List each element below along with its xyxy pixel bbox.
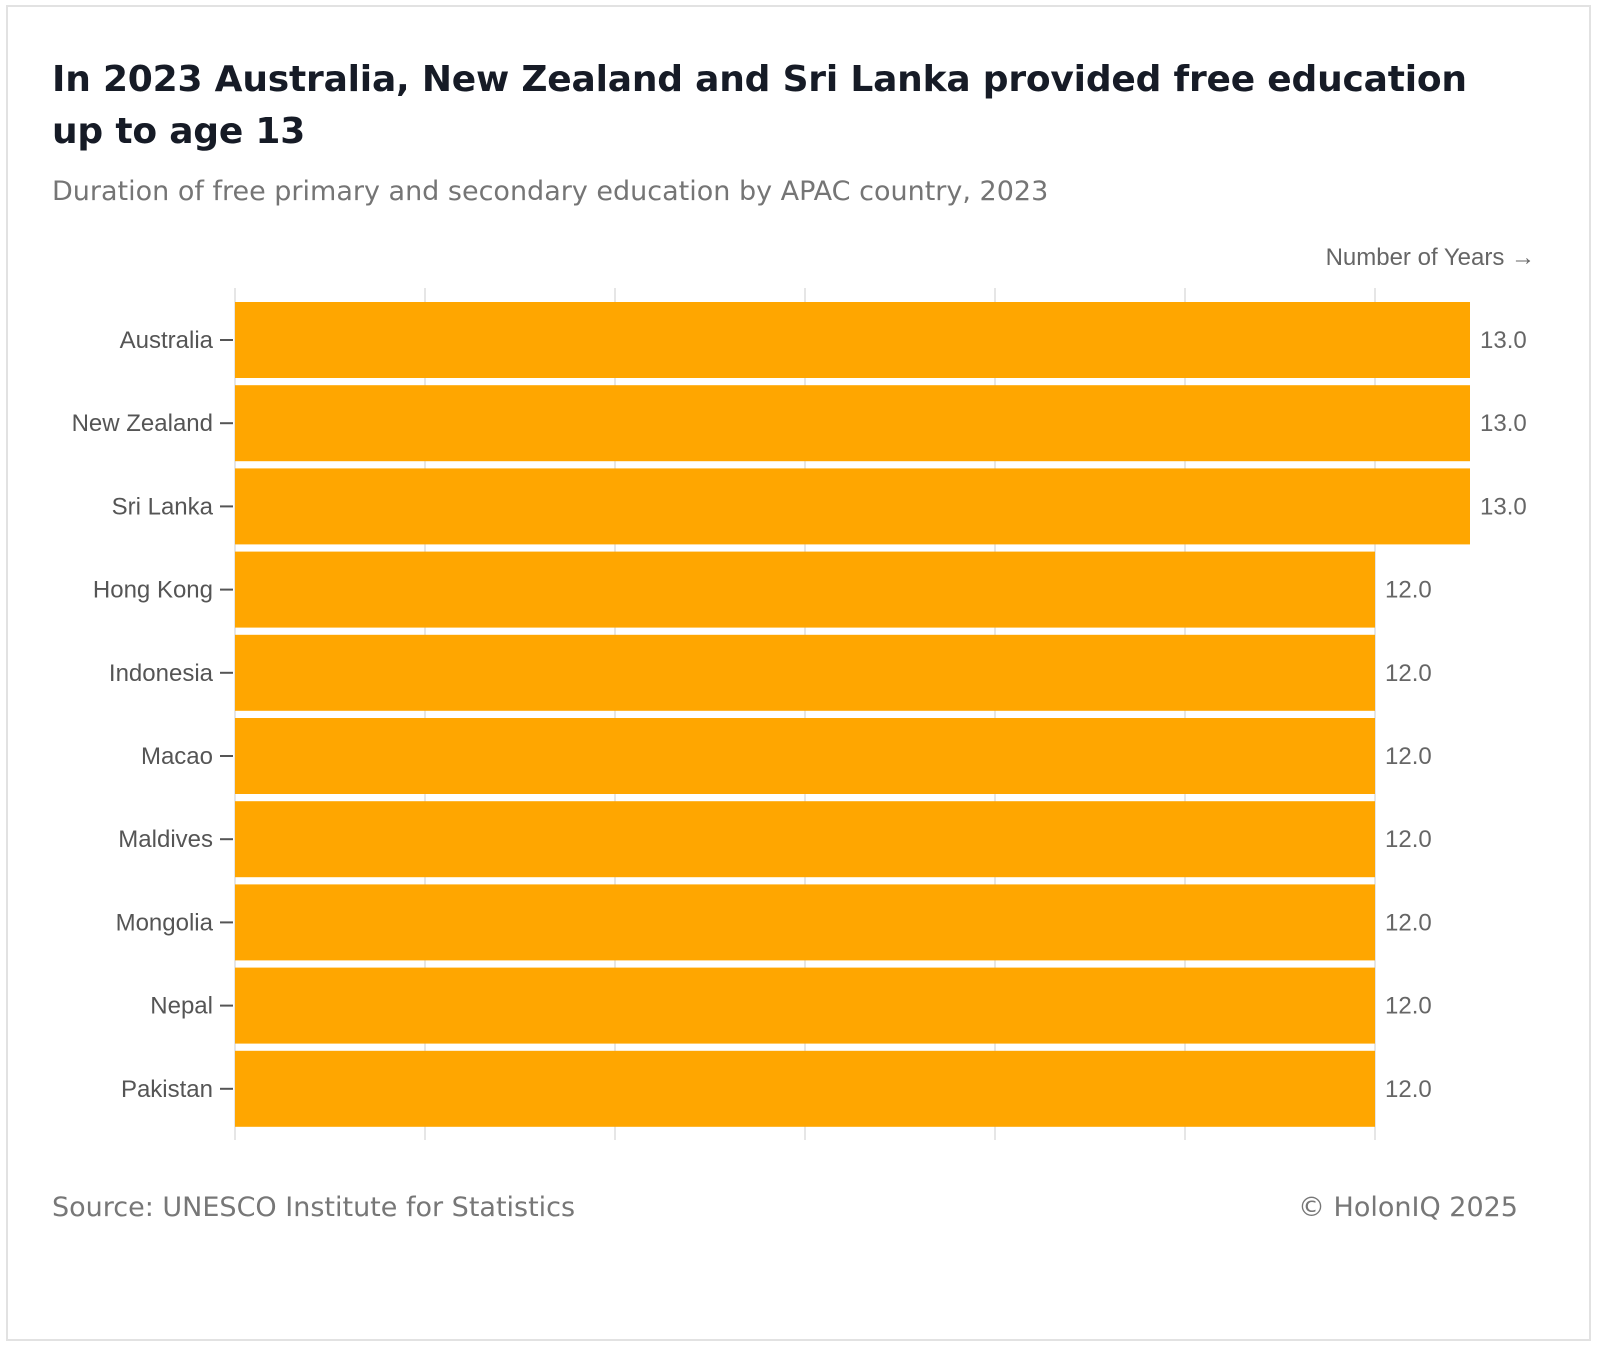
category-label: Nepal [150, 993, 213, 1020]
value-label: 12.0 [1385, 743, 1432, 770]
copyright-note: © HolonIQ 2025 [1297, 1192, 1518, 1223]
bar-new-zealand[interactable] [235, 385, 1470, 462]
value-label: 13.0 [1480, 327, 1527, 354]
x-axis-title: Number of Years → [1326, 244, 1535, 271]
category-label: Sri Lanka [112, 493, 214, 520]
value-label: 12.0 [1385, 826, 1432, 853]
value-label: 12.0 [1385, 1076, 1432, 1103]
category-label: New Zealand [72, 410, 213, 437]
bar-australia[interactable] [235, 302, 1470, 378]
value-label: 13.0 [1480, 410, 1527, 437]
value-label: 13.0 [1480, 493, 1527, 520]
bar-pakistan[interactable] [235, 1050, 1375, 1127]
category-label: Australia [120, 327, 214, 354]
category-label: Maldives [118, 826, 213, 853]
category-label: Macao [141, 743, 213, 770]
bar-sri-lanka[interactable] [235, 468, 1470, 545]
category-label: Pakistan [121, 1076, 213, 1103]
bar-maldives[interactable] [235, 801, 1375, 878]
bar-nepal[interactable] [235, 967, 1375, 1044]
bar-indonesia[interactable] [235, 634, 1375, 711]
bar-mongolia[interactable] [235, 884, 1375, 961]
chart-subtitle: Duration of free primary and secondary e… [52, 176, 1049, 207]
bar-macao[interactable] [235, 718, 1375, 794]
bars [235, 302, 1470, 1127]
value-label: 12.0 [1385, 993, 1432, 1020]
category-label: Mongolia [116, 909, 214, 936]
category-label: Indonesia [109, 660, 214, 687]
bar-hong-kong[interactable] [235, 551, 1375, 628]
value-label: 12.0 [1385, 660, 1432, 687]
chart-title: In 2023 Australia, New Zealand and Sri L… [52, 59, 1467, 152]
category-label: Hong Kong [93, 577, 213, 604]
labels: Australia 13.0 New Zealand 13.0 Sri Lanka 13.… [72, 327, 1527, 1103]
value-label: 12.0 [1385, 577, 1432, 604]
value-label: 12.0 [1385, 909, 1432, 936]
source-note: Source: UNESCO Institute for Statistics [52, 1192, 576, 1223]
